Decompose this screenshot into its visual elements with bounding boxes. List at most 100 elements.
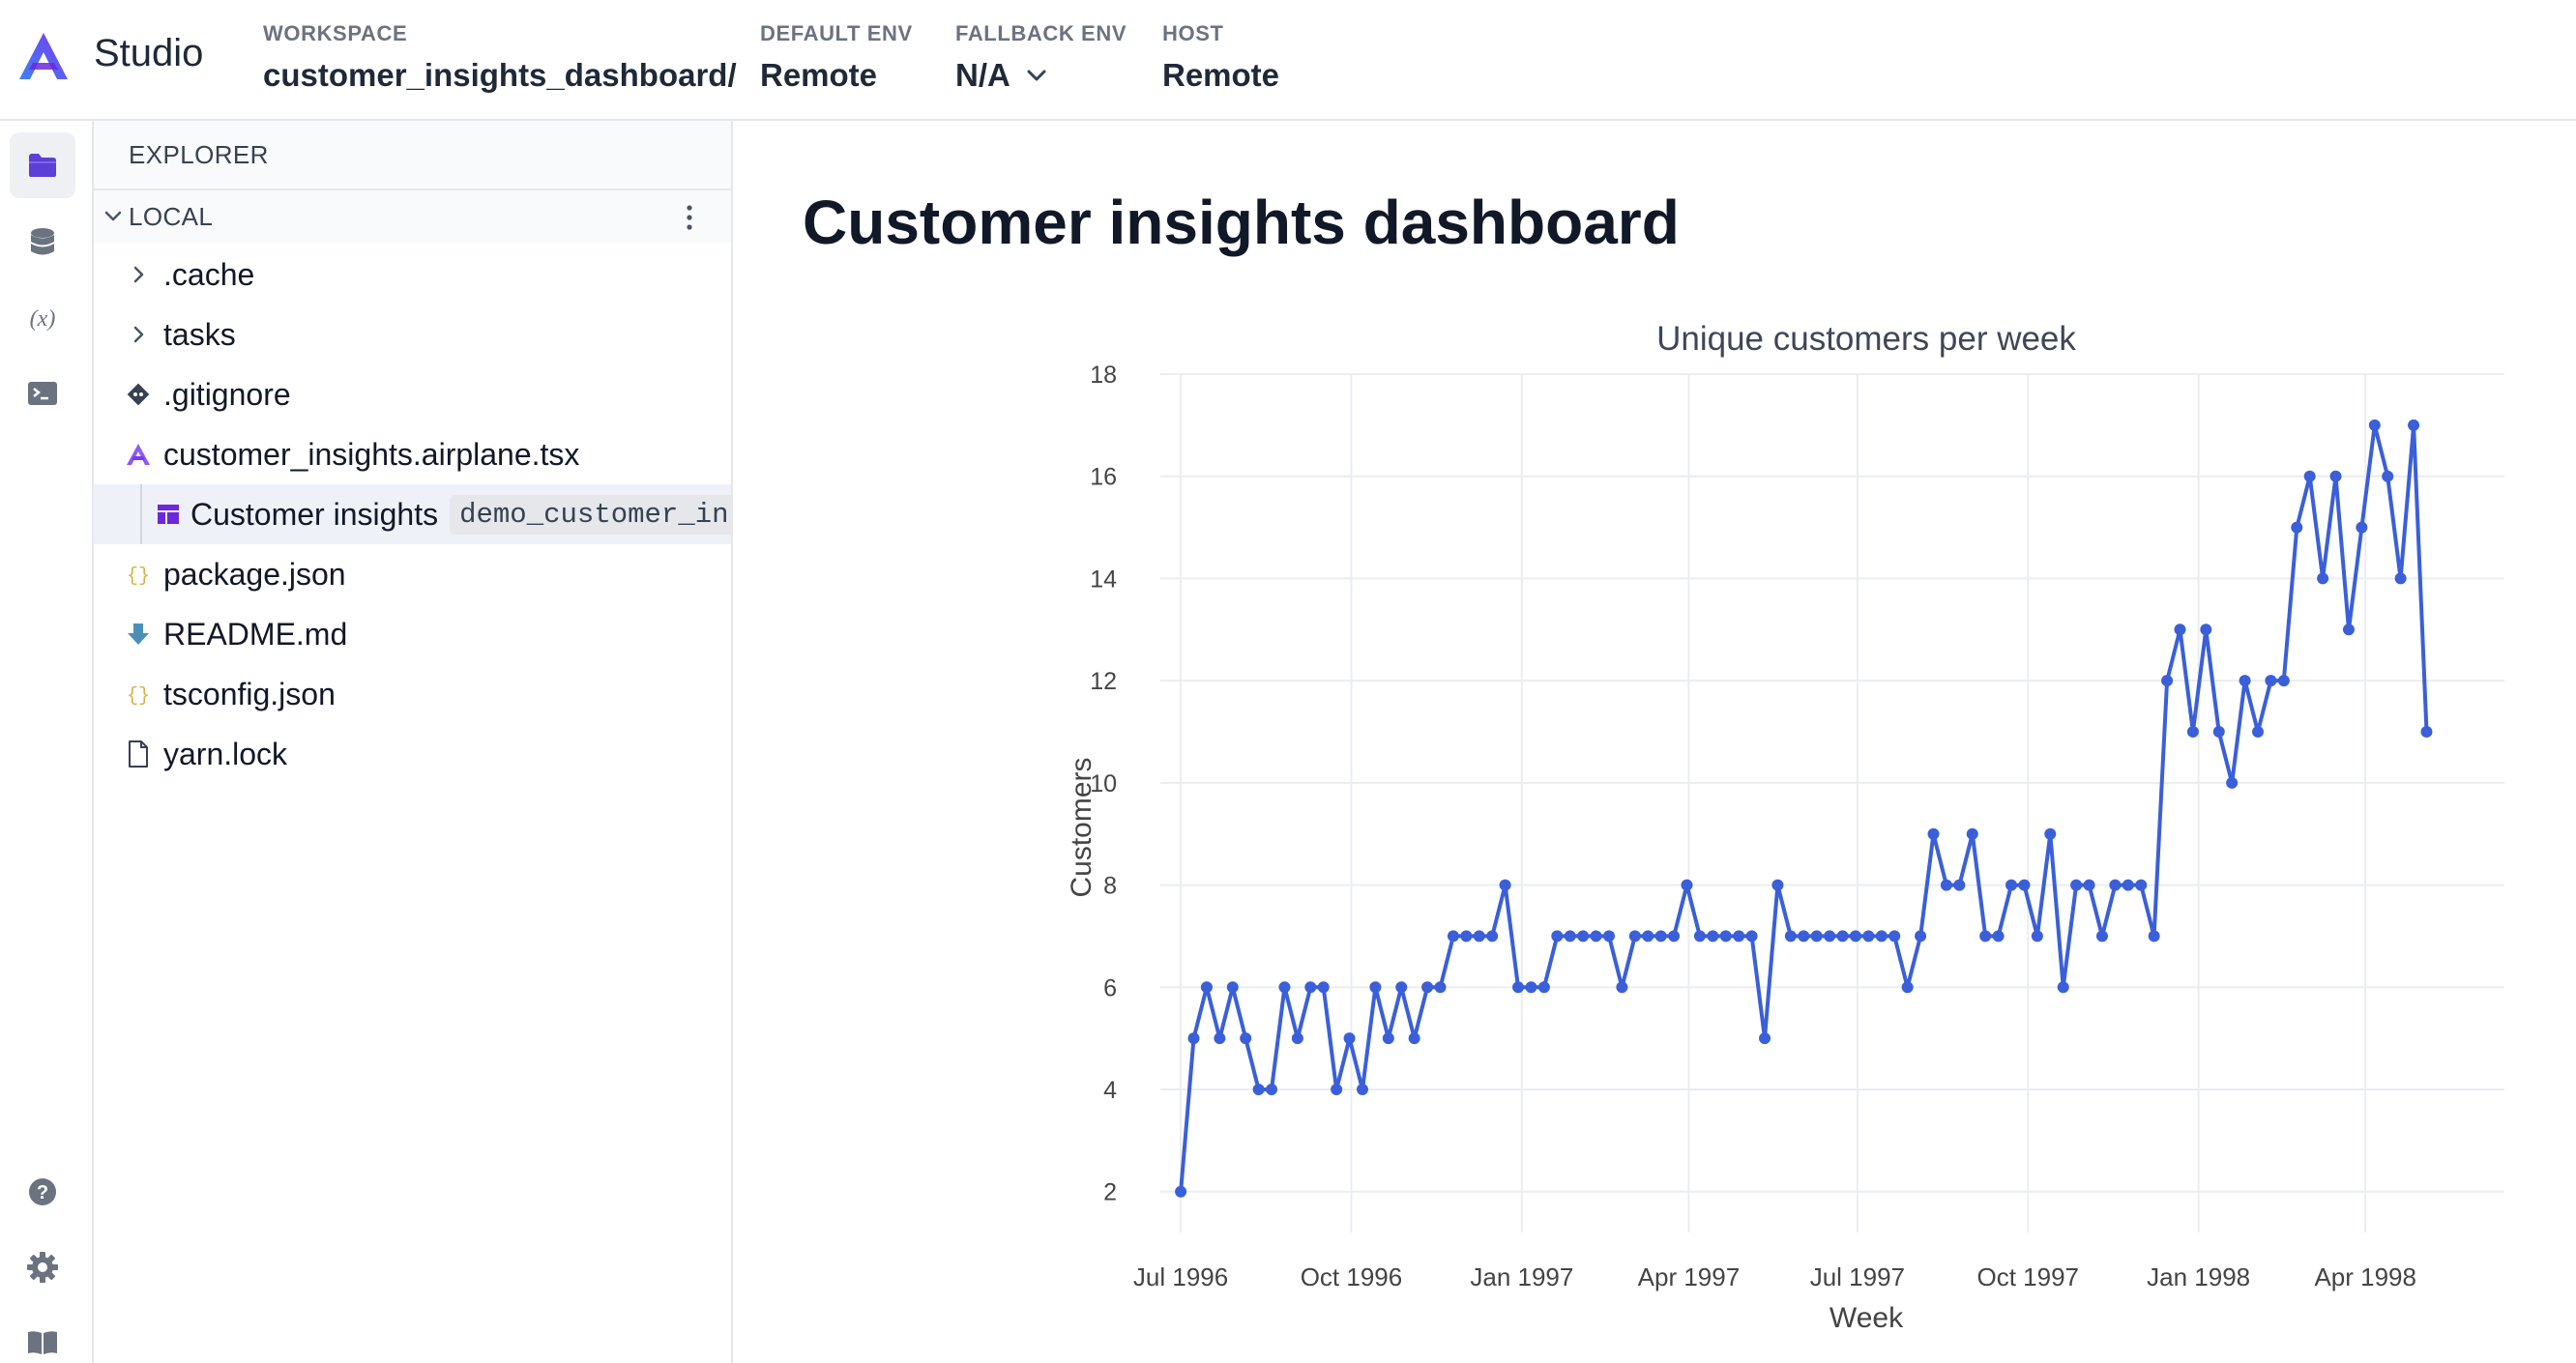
- data-point: [2265, 675, 2277, 687]
- data-point: [1486, 930, 1499, 942]
- view-slug-badge: demo_customer_insights: [450, 494, 731, 535]
- page-title: Customer insights dashboard: [803, 188, 1680, 257]
- local-section-label: LOCAL: [129, 201, 214, 231]
- data-point: [2226, 776, 2239, 789]
- data-point: [1408, 1032, 1420, 1045]
- rail-help-button[interactable]: ?: [10, 1159, 75, 1225]
- y-tick-label: 6: [1103, 974, 1117, 1001]
- data-point: [2135, 879, 2148, 891]
- x-tick-label: Jan 1998: [2147, 1262, 2250, 1291]
- chevron-down-icon[interactable]: [102, 205, 125, 228]
- svg-text:{}: {}: [127, 685, 150, 708]
- data-point: [1175, 1185, 1187, 1198]
- airplane-icon: [127, 444, 150, 465]
- tree-file-airplane-tsx[interactable]: customer_insights.airplane.tsx: [94, 424, 731, 484]
- workspace-group[interactable]: WORKSPACE customer_insights_dashboard/: [263, 21, 737, 94]
- x-tick-label: Jul 1997: [1810, 1262, 1905, 1291]
- data-point: [2382, 470, 2394, 482]
- fallback-env-value: N/A: [955, 57, 1010, 93]
- rail-resources-button[interactable]: [10, 210, 75, 276]
- more-options-icon[interactable]: [685, 204, 694, 231]
- data-point: [1187, 1032, 1200, 1045]
- data-point: [1836, 930, 1849, 942]
- data-point: [1512, 981, 1525, 994]
- data-point: [1200, 981, 1213, 994]
- data-point: [2291, 521, 2303, 534]
- tree-view-customer-insights[interactable]: Customer insights demo_customer_insights: [94, 484, 731, 544]
- tree-folder-tasks[interactable]: tasks: [94, 304, 731, 364]
- workspace-label: WORKSPACE: [263, 21, 408, 45]
- tree-folder-cache[interactable]: .cache: [94, 245, 731, 304]
- default-env-value: Remote: [760, 57, 878, 93]
- x-tick-label: Oct 1997: [1977, 1262, 2080, 1291]
- data-point: [1798, 930, 1810, 942]
- data-point: [1668, 930, 1681, 942]
- data-point: [2186, 726, 2199, 738]
- x-tick-label: Apr 1998: [2314, 1262, 2416, 1291]
- data-point: [2356, 521, 2368, 534]
- rail-terminal-button[interactable]: [10, 361, 75, 426]
- data-point: [1214, 1032, 1226, 1045]
- data-point: [1719, 930, 1732, 942]
- chevron-down-icon[interactable]: [1026, 69, 1047, 82]
- tree-file-gitignore[interactable]: .gitignore: [94, 364, 731, 424]
- y-tick-label: 2: [1103, 1179, 1117, 1206]
- fallback-env-dropdown[interactable]: FALLBACK ENV N/A: [955, 21, 1127, 94]
- host-group[interactable]: HOST Remote: [1162, 21, 1279, 94]
- data-point: [1901, 981, 1914, 994]
- data-point: [2057, 981, 2069, 994]
- data-point: [1824, 930, 1836, 942]
- data-point: [1564, 930, 1576, 942]
- tree-file-readme[interactable]: README.md: [94, 604, 731, 664]
- tree-item-label: .gitignore: [163, 376, 291, 412]
- tree-item-label: README.md: [163, 616, 348, 652]
- data-point: [1654, 930, 1667, 942]
- host-value: Remote: [1162, 57, 1280, 93]
- data-point: [1226, 981, 1239, 994]
- rail-settings-button[interactable]: [10, 1234, 75, 1300]
- folder-icon: [29, 154, 56, 177]
- variable-icon: (x): [30, 306, 56, 332]
- data-point: [2239, 675, 2251, 687]
- tree-file-package-json[interactable]: {} package.json: [94, 544, 731, 604]
- data-point: [1862, 930, 1875, 942]
- data-point: [1628, 930, 1641, 942]
- tree-file-yarn-lock[interactable]: yarn.lock: [94, 724, 731, 784]
- data-point: [2005, 879, 2018, 891]
- data-point: [1331, 1084, 1343, 1095]
- default-env-group[interactable]: DEFAULT ENV Remote: [760, 21, 913, 94]
- data-point: [1537, 981, 1550, 994]
- top-bar: Studio WORKSPACE customer_insights_dashb…: [0, 0, 2576, 121]
- rail-explorer-button[interactable]: [10, 132, 75, 198]
- y-tick-label: 4: [1103, 1077, 1117, 1104]
- data-point: [2083, 879, 2095, 891]
- tree-item-label: package.json: [163, 556, 346, 592]
- data-point: [1421, 981, 1434, 994]
- local-section-header[interactable]: LOCAL: [94, 190, 731, 243]
- gear-icon: [27, 1252, 58, 1283]
- y-tick-label: 12: [1090, 668, 1117, 695]
- data-point: [2031, 930, 2043, 942]
- rail-variables-button[interactable]: (x): [10, 285, 75, 351]
- help-icon: ?: [29, 1178, 56, 1205]
- rail-docs-button[interactable]: [10, 1310, 75, 1363]
- data-point: [1317, 981, 1330, 994]
- data-point: [1499, 879, 1511, 891]
- airplane-logo-icon[interactable]: [15, 29, 72, 85]
- data-point: [2174, 624, 2186, 636]
- x-tick-label: Apr 1997: [1638, 1262, 1741, 1291]
- explorer-panel: EXPLORER LOCAL .cache tasks .gitignore c…: [94, 121, 733, 1363]
- data-point: [2018, 879, 2031, 891]
- data-point: [1771, 879, 1784, 891]
- data-point: [1447, 930, 1459, 942]
- data-point: [2148, 930, 2160, 942]
- database-icon: [31, 228, 54, 255]
- customers-line-chart[interactable]: 2 4 6 8 10 12 14 16 18 Jul 1996 Oct 1996 Jan 1997 Ap…: [735, 121, 2576, 1363]
- data-point: [2303, 470, 2316, 482]
- y-tick-label: 18: [1090, 362, 1117, 389]
- tree-file-tsconfig[interactable]: {} tsconfig.json: [94, 664, 731, 724]
- activity-rail: (x) ?: [0, 121, 94, 1363]
- fallback-env-value-row[interactable]: N/A: [955, 57, 1127, 94]
- data-point: [1681, 879, 1693, 891]
- x-axis-label: Week: [1830, 1302, 1904, 1334]
